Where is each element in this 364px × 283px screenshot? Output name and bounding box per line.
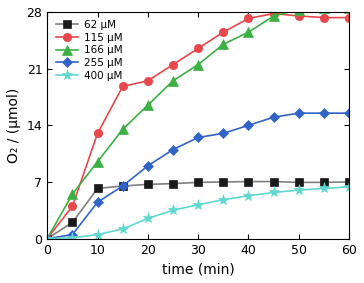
62 μM: [347, 180, 351, 184]
Legend: 62 μM, 115 μM, 166 μM, 255 μM, 400 μM: 62 μM, 115 μM, 166 μM, 255 μM, 400 μM: [52, 17, 126, 84]
62 μM: [95, 187, 100, 190]
400 μM: [95, 233, 100, 236]
400 μM: [171, 209, 175, 212]
166 μM: [347, 6, 351, 10]
166 μM: [297, 8, 301, 11]
166 μM: [95, 160, 100, 163]
62 μM: [171, 182, 175, 185]
62 μM: [196, 181, 200, 184]
166 μM: [272, 14, 276, 18]
166 μM: [171, 79, 175, 82]
115 μM: [171, 63, 175, 66]
115 μM: [246, 17, 251, 20]
166 μM: [120, 128, 125, 131]
400 μM: [347, 185, 351, 188]
166 μM: [246, 31, 251, 34]
115 μM: [221, 31, 226, 34]
166 μM: [221, 43, 226, 46]
400 μM: [146, 217, 150, 220]
255 μM: [171, 148, 175, 151]
255 μM: [221, 132, 226, 135]
166 μM: [146, 103, 150, 107]
Line: 115 μM: 115 μM: [43, 9, 353, 243]
115 μM: [196, 47, 200, 50]
255 μM: [246, 124, 251, 127]
400 μM: [246, 194, 251, 198]
255 μM: [45, 237, 50, 240]
400 μM: [196, 203, 200, 206]
400 μM: [322, 187, 326, 190]
62 μM: [272, 180, 276, 183]
115 μM: [272, 12, 276, 15]
400 μM: [45, 237, 50, 240]
Line: 62 μM: 62 μM: [43, 178, 353, 243]
255 μM: [272, 115, 276, 119]
400 μM: [70, 236, 75, 239]
Line: 255 μM: 255 μM: [43, 109, 353, 243]
166 μM: [70, 192, 75, 196]
115 μM: [347, 16, 351, 19]
115 μM: [322, 16, 326, 19]
115 μM: [297, 14, 301, 18]
115 μM: [146, 79, 150, 82]
255 μM: [120, 184, 125, 188]
Y-axis label: O₂ / (μmol): O₂ / (μmol): [7, 88, 21, 163]
62 μM: [297, 181, 301, 184]
255 μM: [297, 112, 301, 115]
62 μM: [45, 237, 50, 240]
255 μM: [347, 112, 351, 115]
62 μM: [120, 184, 125, 188]
255 μM: [196, 136, 200, 139]
62 μM: [146, 183, 150, 186]
62 μM: [322, 181, 326, 184]
255 μM: [70, 233, 75, 236]
400 μM: [297, 188, 301, 192]
166 μM: [45, 237, 50, 240]
255 μM: [146, 164, 150, 168]
400 μM: [272, 191, 276, 194]
62 μM: [70, 221, 75, 224]
115 μM: [45, 237, 50, 240]
400 μM: [120, 227, 125, 231]
115 μM: [95, 132, 100, 135]
255 μM: [95, 201, 100, 204]
62 μM: [221, 180, 226, 184]
62 μM: [246, 180, 251, 183]
115 μM: [120, 85, 125, 88]
115 μM: [70, 205, 75, 208]
Line: 400 μM: 400 μM: [42, 181, 355, 244]
166 μM: [322, 6, 326, 10]
255 μM: [322, 112, 326, 115]
Line: 166 μM: 166 μM: [42, 3, 354, 243]
400 μM: [221, 198, 226, 201]
X-axis label: time (min): time (min): [162, 262, 234, 276]
166 μM: [196, 63, 200, 66]
